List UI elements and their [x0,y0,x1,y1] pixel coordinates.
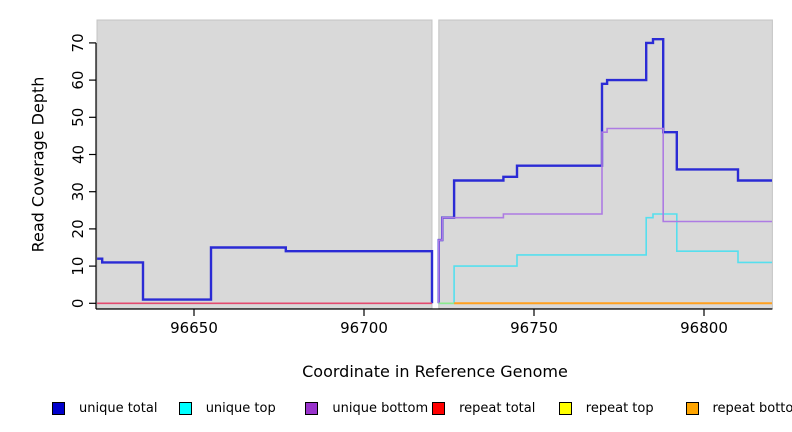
legend-label: unique top [205,400,276,416]
legend-label: unique total [79,400,158,416]
x-axis-title: Coordinate in Reference Genome [302,362,568,381]
legend-item-unique-total: unique total [52,398,157,418]
legend-label: repeat bottom [712,400,792,416]
x-tick-label: 96750 [510,319,558,337]
legend-swatch-unique-bottom [305,401,319,415]
legend-swatch-repeat-bottom [685,401,699,415]
series-unique-top-line [438,213,772,305]
legend-item-unique-top: unique top [178,398,276,418]
y-tick-label: 40 [69,145,87,164]
legend-item-unique-bottom: unique bottom [305,398,428,418]
y-tick-label: 10 [69,257,87,276]
legend-label: unique bottom [332,400,429,416]
legend-item-repeat-bottom: repeat bottom [685,398,792,418]
series-unique-bottom-line [438,127,772,304]
legend-item-repeat-total: repeat total [432,398,535,418]
plot-area-left [96,19,433,309]
coverage-chart-canvas: 0 10 20 30 40 50 60 70 96650 96700 96750 96800 [69,19,773,337]
legend-swatch-unique-top [178,401,192,415]
y-tick-label: 60 [69,71,87,90]
x-tick-label: 96700 [340,319,388,337]
x-tick-label: 96650 [170,319,218,337]
legend-label: repeat top [585,400,654,416]
y-tick-label: 0 [69,299,87,309]
plot-area-right [438,19,773,309]
legend-swatch-unique-total [52,401,65,415]
legend-label: repeat total [459,400,536,416]
x-tick-label: 96800 [680,319,728,337]
y-tick-label: 50 [69,108,87,127]
chart-legend: unique total unique top unique bottom repea… [0,398,792,422]
legend-swatch-repeat-total [432,401,446,415]
y-tick-label: 20 [69,219,87,238]
series-unique-total-line [97,246,434,304]
legend-item-repeat-top: repeat top [558,398,654,418]
legend-swatch-repeat-top [558,401,572,415]
y-axis-title: Read Coverage Depth [28,76,48,253]
y-tick-label: 30 [69,182,87,201]
y-tick-label: 70 [69,33,87,52]
